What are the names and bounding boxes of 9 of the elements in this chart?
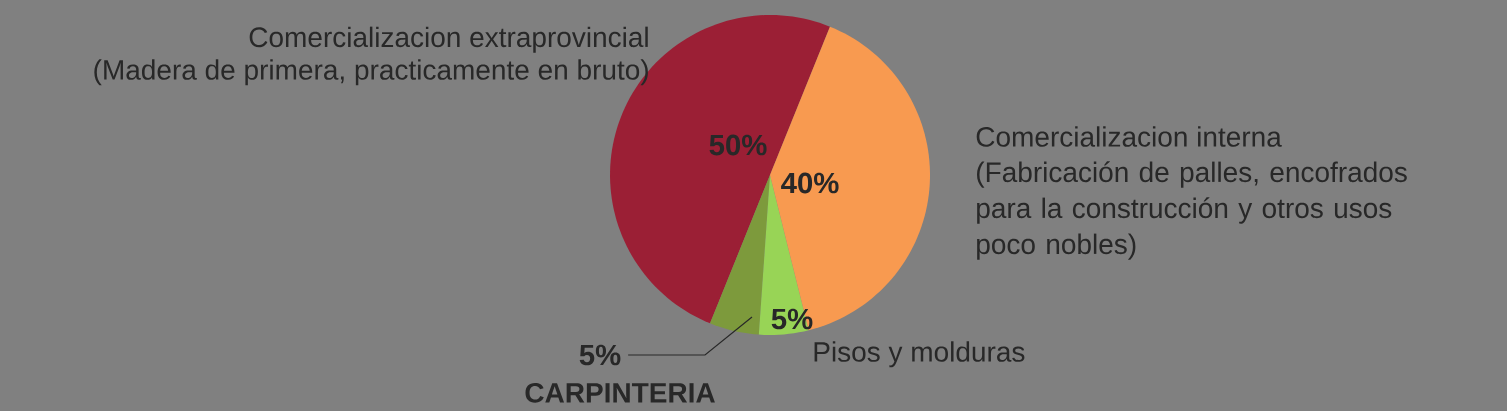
slice-label: Pisos y molduras xyxy=(814,341,1025,368)
data-label: 5% xyxy=(579,344,621,366)
slice-label: Comercializacion interna xyxy=(976,126,1282,147)
text: (Madera de primera, practicamente en bruto) xyxy=(94,59,648,86)
slice-label: CARPINTERIA xyxy=(525,382,715,403)
slice-label: Comercializacion extraprovincial xyxy=(249,26,648,53)
data-label: 50% xyxy=(709,134,767,156)
data-label: 40% xyxy=(781,172,839,194)
text: (Fabricación de palles, encofrados para la construcción y otros usos poco nobles) xyxy=(977,161,1407,260)
